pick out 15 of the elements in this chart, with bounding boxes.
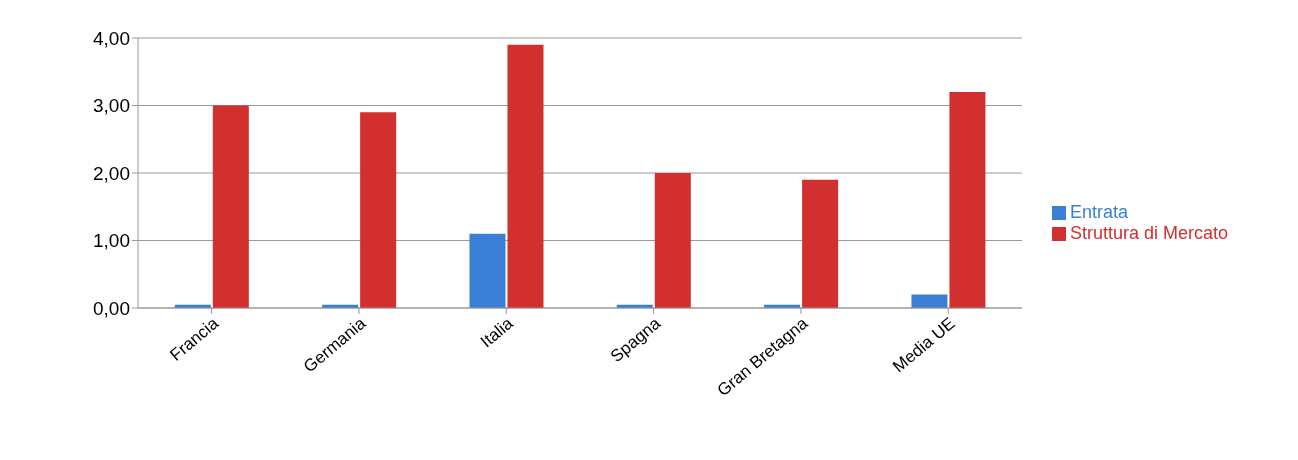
y-tick-label: 0,00 [93,297,130,319]
bar [360,112,397,308]
bar [802,179,839,308]
y-tick-label: 2,00 [93,162,130,184]
legend-label: Entrata [1069,202,1128,222]
legend-label: Struttura di Mercato [1069,223,1228,243]
bar [654,173,691,308]
y-tick-label: 4,00 [93,27,130,49]
bar [212,105,249,308]
x-tick-label: Italia [476,313,518,352]
bar [469,233,506,308]
y-tick-label: 1,00 [93,230,130,252]
bar [949,92,986,308]
bar [507,44,544,308]
y-tick-label: 3,00 [93,95,130,117]
